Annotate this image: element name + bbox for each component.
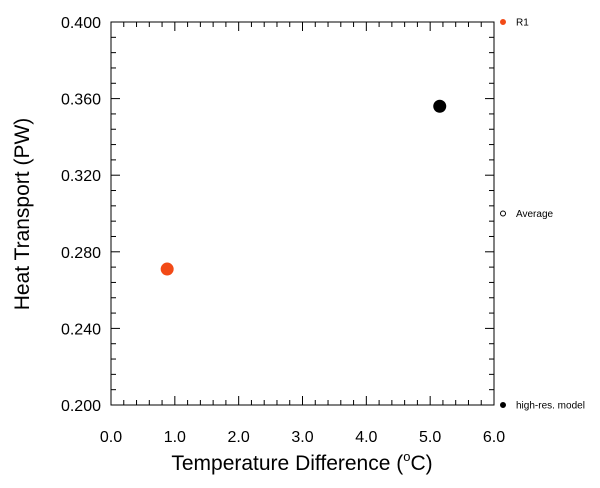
data-point — [433, 99, 447, 113]
data-point — [160, 262, 174, 276]
y-tick-label: 0.280 — [61, 245, 101, 262]
legend-label: Average — [516, 209, 554, 220]
x-tick-label: 1.0 — [164, 429, 186, 446]
y-tick-label: 0.240 — [61, 321, 101, 338]
axis-ticks — [110, 21, 495, 406]
plot-frame — [110, 21, 495, 406]
x-tick-label: 5.0 — [419, 429, 441, 446]
x-axis-title-text: Temperature Difference ( — [171, 452, 403, 475]
y-tick-label: 0.200 — [61, 398, 101, 415]
y-tick-label: 0.400 — [61, 15, 101, 32]
x-tick-label: 3.0 — [291, 429, 313, 446]
tick-labels: 0.0 1.0 2.0 3.0 4.0 5.0 6.0 0.200 0.240 0.280 0.32… — [61, 15, 505, 446]
data-points — [160, 99, 447, 276]
x-axis-title-unit: C) — [410, 452, 432, 475]
legend-marker — [500, 210, 506, 217]
y-axis-title: Heat Transport (PW) — [11, 118, 34, 311]
y-tick-label: 0.360 — [61, 92, 101, 109]
x-axis-title: Temperature Difference (oC) — [171, 449, 432, 475]
y-tick-label: 0.320 — [61, 168, 101, 185]
legend-marker — [500, 402, 506, 408]
x-tick-label: 0.0 — [100, 429, 122, 446]
legend-label: high-res. model — [516, 401, 585, 412]
x-tick-label: 2.0 — [228, 429, 250, 446]
x-axis-title-superscript: o — [403, 449, 410, 464]
x-tick-label: 6.0 — [483, 429, 505, 446]
x-tick-label: 4.0 — [355, 429, 377, 446]
legend-label: R1 — [516, 18, 529, 29]
legend-marker — [500, 19, 506, 25]
legend: R1 Average high-res. model — [500, 18, 585, 412]
